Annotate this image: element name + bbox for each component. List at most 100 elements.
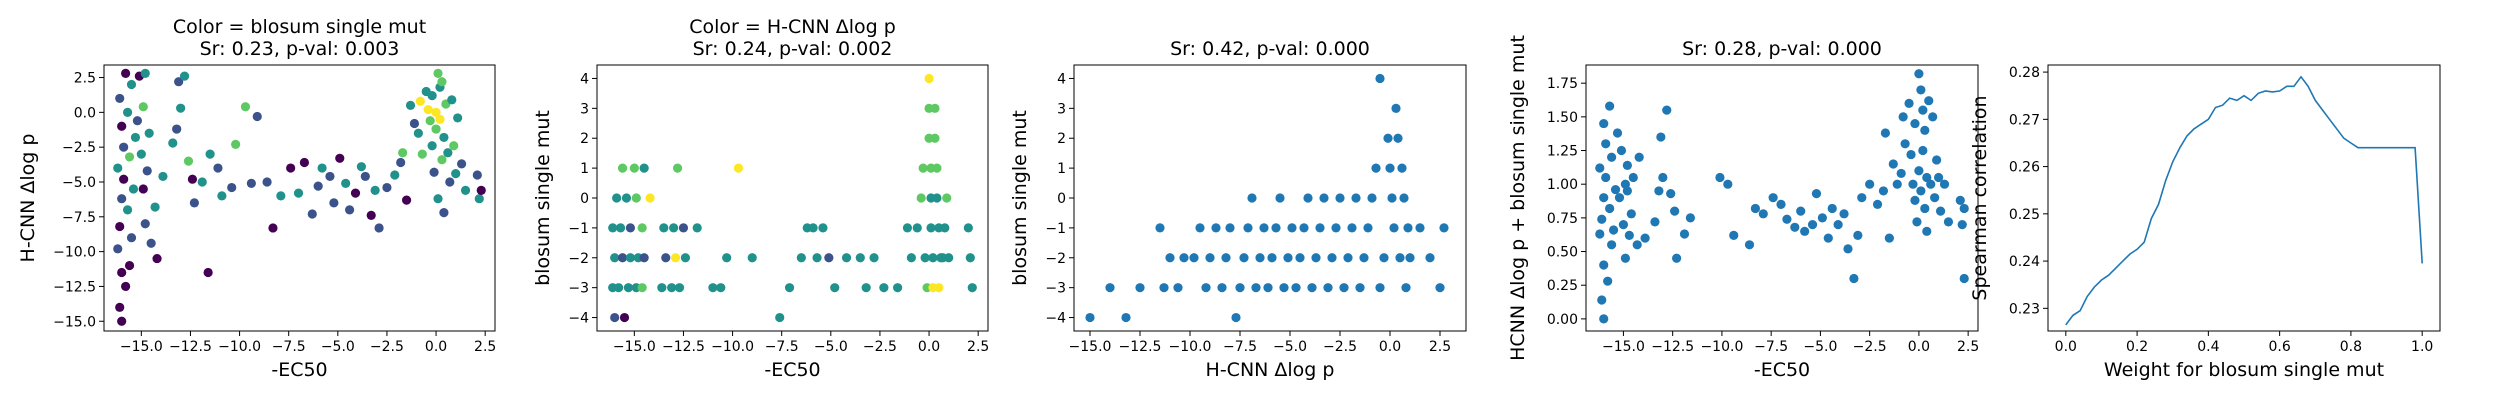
- data-point: [932, 163, 942, 173]
- data-point: [1912, 217, 1922, 227]
- x-tick-label: −5.0: [321, 339, 355, 355]
- data-point: [808, 223, 818, 233]
- y-tick-label: 1.75: [1547, 76, 1578, 92]
- data-point: [1768, 193, 1778, 203]
- data-point: [335, 153, 345, 163]
- data-point: [610, 253, 620, 263]
- y-tick-label: 0: [580, 191, 589, 207]
- data-point: [1880, 128, 1891, 138]
- data-point: [1605, 101, 1615, 111]
- data-point: [1715, 172, 1725, 183]
- data-point: [1922, 172, 1932, 183]
- y-tick-label: 1: [1057, 161, 1066, 177]
- data-point: [1239, 253, 1249, 263]
- data-point: [1920, 125, 1930, 135]
- data-point: [1347, 223, 1357, 233]
- x-tick-label: −2.5: [370, 339, 404, 355]
- data-point: [1327, 253, 1337, 263]
- data-point: [659, 223, 669, 233]
- x-axis-label: Weight for blosum single mut: [2104, 359, 2384, 381]
- data-point: [124, 260, 135, 271]
- data-point: [1235, 283, 1245, 293]
- data-point: [1247, 193, 1257, 203]
- data-point: [456, 159, 467, 169]
- data-point: [625, 253, 636, 263]
- data-point: [1930, 193, 1940, 203]
- data-point: [138, 102, 148, 112]
- data-point: [629, 163, 639, 173]
- data-point: [1439, 223, 1449, 233]
- data-point: [474, 194, 484, 204]
- plot-2: Color = H-CNN Δlog pSr: 0.24, p-val: 0.0…: [532, 16, 989, 381]
- data-point: [158, 171, 168, 182]
- data-point: [140, 68, 150, 78]
- data-point: [1910, 195, 1920, 205]
- data-point: [1283, 253, 1293, 263]
- y-tick-label: 0.0: [74, 105, 96, 121]
- y-tick-label: −2: [1045, 251, 1066, 267]
- data-point: [1105, 283, 1115, 293]
- data-point: [1922, 226, 1932, 236]
- data-point: [1800, 226, 1810, 236]
- data-point: [413, 128, 423, 138]
- plot-3: Sr: 0.42, p-val: 0.000−15.0 −12.5 −10.0 −7.…: [1009, 38, 1467, 381]
- data-point: [124, 152, 135, 162]
- data-point: [140, 219, 150, 229]
- y-tick-label: 0.50: [1547, 245, 1578, 261]
- data-point: [126, 79, 137, 90]
- data-point: [1622, 160, 1632, 170]
- y-axis-label: H-CNN Δlog p: [17, 134, 39, 263]
- data-point: [429, 167, 439, 177]
- data-point: [423, 104, 433, 115]
- data-point: [1839, 209, 1849, 219]
- data-point: [1628, 172, 1638, 183]
- data-point: [912, 223, 922, 233]
- data-point: [1666, 189, 1676, 199]
- x-tick-label: −12.5: [662, 339, 705, 355]
- y-tick-label: 0.27: [2009, 112, 2040, 128]
- data-point: [928, 253, 938, 263]
- data-point: [409, 118, 420, 129]
- x-tick-label: −12.5: [169, 339, 212, 355]
- data-point: [1614, 193, 1625, 203]
- data-point: [1601, 139, 1611, 149]
- data-point: [246, 178, 256, 188]
- data-point: [934, 283, 944, 293]
- x-tick-label: −12.5: [1651, 339, 1694, 355]
- plot-frame: [1585, 64, 1979, 332]
- data-point: [1379, 253, 1389, 263]
- data-point: [775, 312, 785, 323]
- data-point: [325, 171, 335, 182]
- data-point: [1335, 193, 1345, 203]
- data-point: [1928, 112, 1938, 122]
- data-point: [401, 195, 412, 205]
- data-point: [168, 138, 178, 148]
- data-point: [1723, 179, 1733, 189]
- data-point: [1279, 283, 1289, 293]
- y-tick-label: 4: [1057, 71, 1066, 87]
- data-point: [213, 163, 223, 173]
- data-point: [329, 198, 339, 208]
- y-tick-label: 0.25: [1547, 278, 1578, 294]
- data-point: [1634, 152, 1644, 162]
- data-point: [1385, 163, 1395, 173]
- data-point: [1315, 223, 1325, 233]
- data-point: [902, 223, 913, 233]
- data-point: [1343, 253, 1353, 263]
- data-point: [1608, 225, 1619, 235]
- data-point: [1610, 184, 1621, 195]
- data-point: [855, 253, 865, 263]
- data-point: [1823, 233, 1833, 243]
- data-point: [113, 163, 123, 173]
- data-point: [1640, 233, 1650, 243]
- data-point: [1654, 186, 1664, 196]
- y-tick-label: 0.23: [2009, 301, 2040, 317]
- data-point: [374, 223, 384, 233]
- data-point: [1918, 145, 1928, 156]
- data-point: [1758, 209, 1768, 219]
- data-point: [146, 238, 156, 248]
- data-point: [152, 253, 162, 264]
- plot-frame: [596, 64, 989, 332]
- data-point: [1672, 253, 1682, 263]
